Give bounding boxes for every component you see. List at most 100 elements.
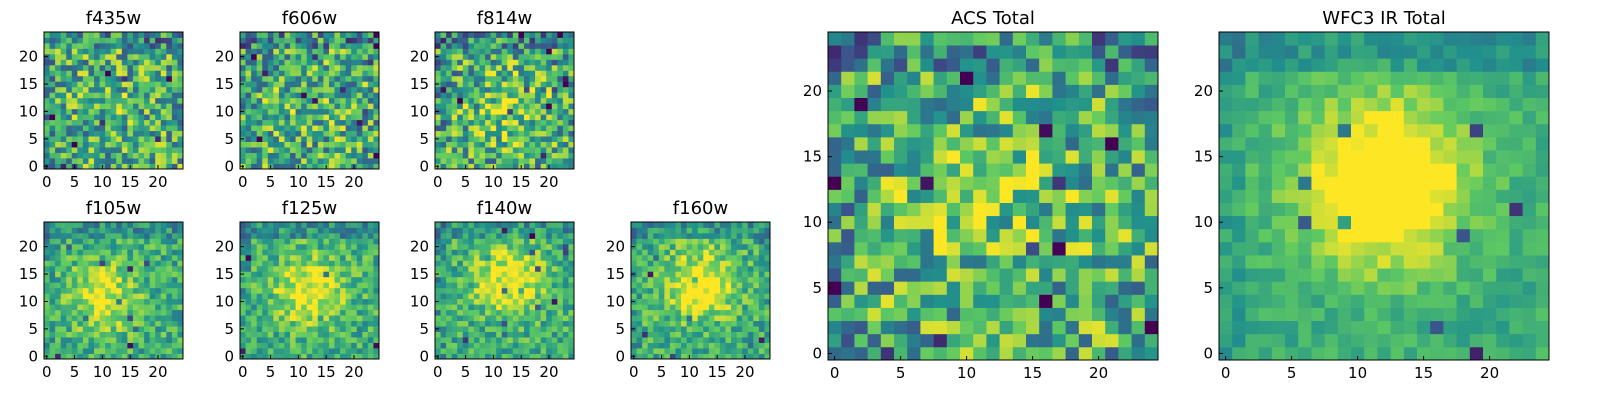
heatmap-cell: [88, 326, 95, 332]
heatmap-cell: [507, 92, 514, 99]
heatmap-cell: [446, 163, 453, 170]
heatmap-cell: [367, 320, 374, 327]
heatmap-cell: [82, 114, 89, 121]
heatmap-cell: [240, 276, 246, 283]
heatmap-cell: [485, 287, 491, 294]
heatmap-cell: [66, 81, 73, 88]
heatmap-cell: [94, 53, 100, 60]
heatmap-cell: [462, 158, 469, 164]
heatmap-cell: [245, 249, 252, 256]
panel-title: f140w: [477, 198, 532, 219]
heatmap-cell: [94, 70, 100, 77]
heatmap-cell: [457, 287, 464, 294]
heatmap-cell: [240, 331, 246, 338]
heatmap-cell: [540, 37, 547, 44]
heatmap-cell: [440, 97, 447, 104]
heatmap-cell: [273, 97, 280, 104]
heatmap-cell: [105, 64, 112, 71]
heatmap-cell: [933, 189, 948, 203]
heatmap-cell: [116, 48, 123, 55]
heatmap-cell: [121, 81, 128, 88]
heatmap-cell: [546, 254, 553, 261]
heatmap-cell: [512, 108, 519, 115]
heatmap-cell: [60, 70, 67, 77]
heatmap-cell: [301, 37, 308, 44]
heatmap-cell: [462, 298, 469, 305]
heatmap-cell: [546, 75, 553, 82]
heatmap-cell: [127, 114, 134, 121]
heatmap-cell: [328, 232, 335, 239]
x-tick-label: 15: [317, 173, 336, 191]
heatmap-cell: [334, 326, 341, 332]
heatmap-cell: [479, 227, 486, 234]
heatmap-cell: [301, 163, 308, 170]
heatmap-cell: [71, 37, 78, 44]
heatmap-cell: [251, 81, 258, 88]
heatmap-cell: [351, 37, 358, 44]
heatmap-cell: [127, 238, 134, 245]
heatmap-cell: [171, 348, 178, 354]
heatmap-cell: [535, 331, 542, 338]
heatmap-cell: [828, 255, 842, 269]
heatmap-cell: [490, 315, 497, 322]
heatmap-cell: [523, 222, 530, 228]
heatmap-cell: [273, 81, 280, 88]
heatmap-cell: [457, 114, 464, 121]
heatmap-cell: [440, 260, 447, 267]
heatmap-cell: [295, 48, 302, 55]
heatmap-cell: [155, 337, 162, 343]
heatmap-cell: [568, 103, 575, 110]
heatmap-cell: [719, 342, 726, 349]
heatmap-cell: [523, 48, 530, 55]
heatmap-cell: [127, 222, 134, 228]
heatmap-cell: [290, 304, 296, 311]
heatmap-cell: [854, 255, 868, 269]
heatmap-cell: [77, 147, 84, 153]
heatmap-cell: [551, 42, 558, 49]
heatmap-cell: [664, 232, 671, 239]
heatmap-cell: [367, 130, 374, 137]
heatmap-cell: [946, 136, 961, 151]
heatmap-cell: [44, 37, 50, 44]
heatmap-cell: [356, 130, 363, 137]
heatmap-cell: [345, 114, 352, 121]
heatmap-cell: [295, 287, 302, 294]
heatmap-cell: [362, 348, 369, 354]
heatmap-cell: [468, 70, 475, 77]
heatmap-cell: [485, 232, 491, 239]
heatmap-cell: [251, 293, 258, 300]
heatmap-cell: [345, 48, 352, 55]
heatmap-cell: [132, 271, 139, 278]
x-tick-label: 15: [708, 363, 727, 381]
heatmap-cell: [88, 254, 95, 261]
x-tick-label: 20: [539, 173, 558, 191]
heatmap-cell: [99, 243, 106, 250]
heatmap-cell: [457, 304, 464, 311]
heatmap-cell: [99, 287, 106, 294]
heatmap-cell: [116, 238, 123, 245]
heatmap-cell: [535, 342, 542, 349]
heatmap-cell: [160, 227, 167, 234]
heatmap-cell: [88, 342, 95, 349]
heatmap-cell: [256, 75, 263, 82]
heatmap-cell: [642, 282, 649, 289]
heatmap-cell: [551, 304, 558, 311]
heatmap-cell: [697, 348, 704, 354]
heatmap-cell: [546, 293, 553, 300]
heatmap-cell: [77, 53, 84, 60]
heatmap-cell: [507, 320, 514, 327]
heatmap-cell: [841, 281, 855, 295]
heatmap-cell: [149, 222, 156, 228]
heatmap-cell: [742, 342, 749, 349]
heatmap-cell: [88, 130, 95, 137]
heatmap-cell: [71, 254, 78, 261]
heatmap-cell: [66, 315, 73, 322]
heatmap-cell: [49, 53, 56, 60]
heatmap-cell: [77, 37, 84, 44]
heatmap-cell: [71, 32, 78, 38]
heatmap-cell: [127, 265, 134, 272]
heatmap-cell: [642, 260, 649, 267]
heatmap-cell: [138, 304, 145, 311]
heatmap-cell: [462, 331, 469, 338]
heatmap-cell: [933, 320, 948, 335]
